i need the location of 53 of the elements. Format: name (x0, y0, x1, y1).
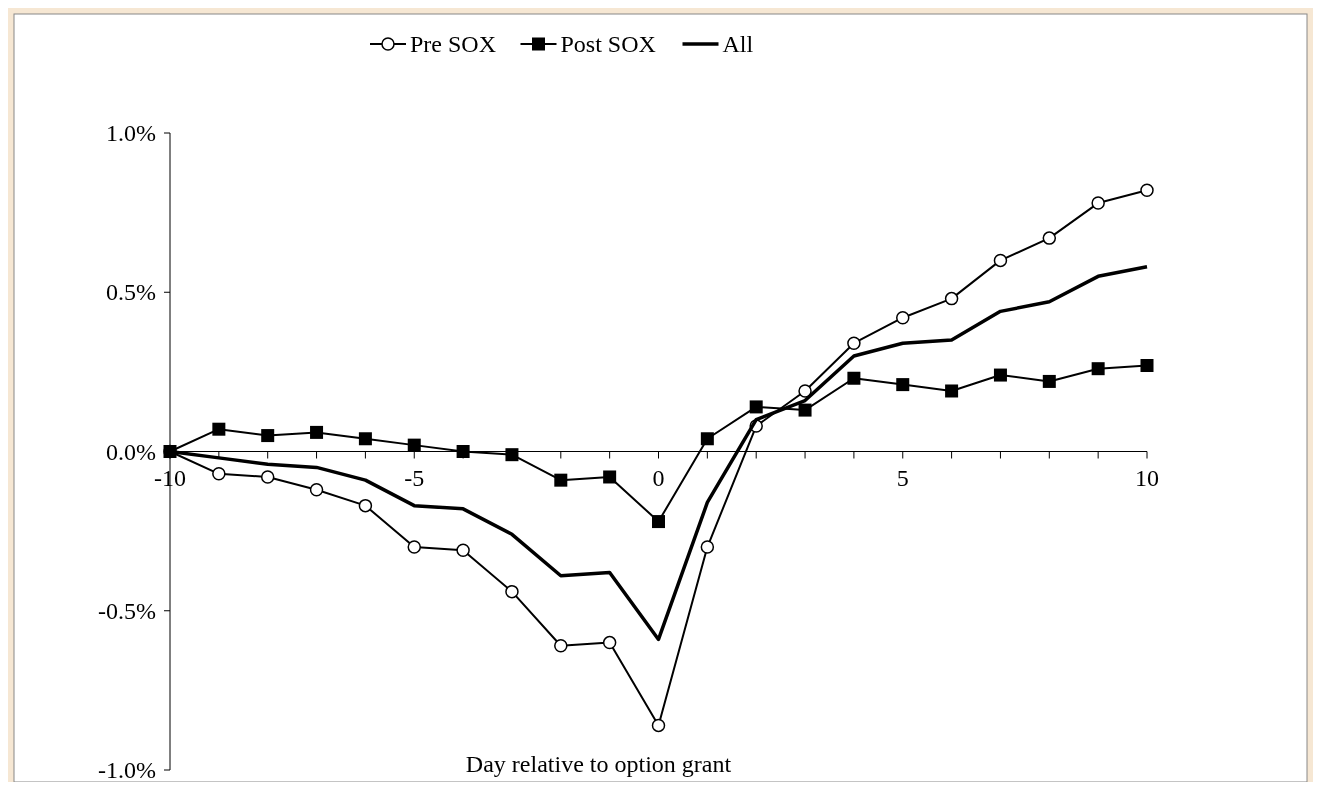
legend-label: Pre SOX (410, 31, 497, 57)
point (358, 498, 373, 513)
point (554, 639, 568, 653)
point (310, 425, 324, 439)
point (993, 253, 1008, 268)
point (993, 368, 1007, 382)
legend-label: All (722, 31, 754, 57)
x-tick-label: -10 (154, 464, 186, 491)
point (700, 540, 715, 554)
x-tick-label: 5 (896, 464, 909, 491)
point (749, 400, 763, 414)
point (407, 540, 421, 554)
point (847, 371, 861, 385)
point (1140, 183, 1154, 198)
point (798, 403, 812, 417)
point (261, 429, 275, 443)
point (212, 422, 226, 436)
point (896, 310, 910, 325)
point (358, 432, 372, 446)
point (798, 384, 812, 398)
point (602, 635, 617, 650)
point (945, 384, 959, 398)
point (1091, 362, 1105, 376)
point (700, 432, 714, 446)
point (505, 584, 519, 599)
point (944, 291, 959, 306)
point (456, 543, 470, 557)
point (847, 336, 861, 350)
y-tick-label: -1.0% (98, 757, 157, 783)
point (309, 482, 324, 497)
y-tick-label: -0.5% (98, 597, 157, 624)
point (456, 445, 470, 458)
legend-label: Post SOX (560, 31, 656, 57)
x-tick-label: 0 (652, 464, 665, 491)
point (1091, 196, 1105, 210)
point (212, 467, 226, 481)
point (260, 470, 275, 484)
point (1042, 374, 1056, 388)
point (652, 515, 665, 529)
point (651, 718, 666, 733)
point (554, 473, 568, 487)
point (1042, 231, 1057, 245)
y-tick-label: 0.5% (106, 279, 156, 306)
x-tick-label: -5 (404, 464, 425, 491)
y-tick-label: 0.0% (106, 438, 156, 465)
x-tick-label: 10 (1135, 464, 1159, 491)
point (1140, 359, 1154, 373)
point (407, 438, 421, 452)
point (505, 448, 519, 462)
point (896, 378, 910, 392)
point (603, 470, 617, 484)
y-tick-label: 1.0% (106, 120, 156, 146)
x-axis-title: Day relative to option grant (465, 751, 732, 777)
